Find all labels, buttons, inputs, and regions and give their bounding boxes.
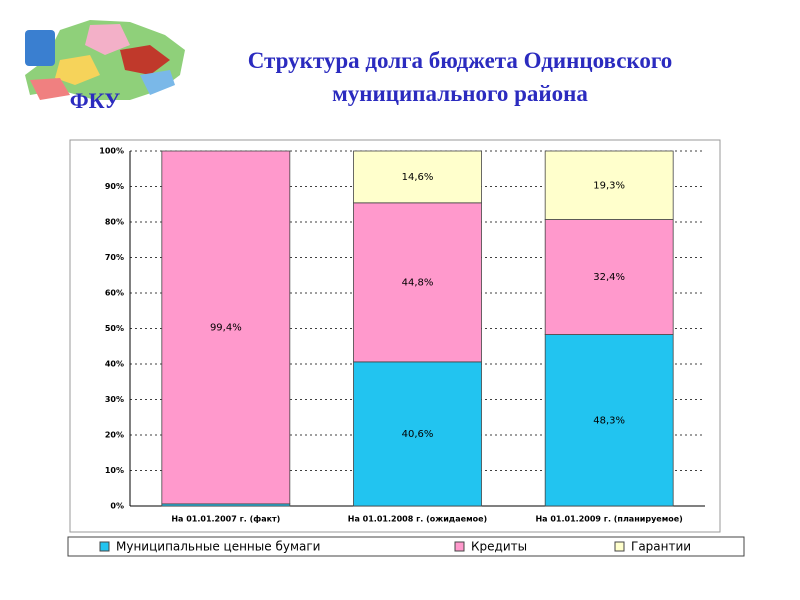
bar-segment (353, 202, 482, 363)
legend (67, 536, 745, 557)
data-label: 48,3% (593, 415, 625, 426)
bar-segment (544, 334, 674, 507)
x-tick-label: На 01.01.2009 г. (планируемое) (535, 515, 682, 524)
x-tick-label: На 01.01.2007 г. (факт) (171, 515, 280, 524)
legend-label: Гарантии (631, 540, 691, 554)
data-label: 14,6% (402, 172, 434, 183)
chart-frame (69, 139, 721, 533)
legend-label: Муниципальные ценные бумаги (116, 540, 320, 554)
y-tick-label: 100% (99, 147, 124, 156)
y-tick-label: 10% (105, 466, 124, 475)
bar-segment (544, 150, 674, 220)
y-tick-label: 30% (105, 395, 124, 404)
y-tick-label: 40% (105, 360, 124, 369)
y-tick-label: 50% (105, 324, 124, 333)
data-label: 44,8% (402, 277, 434, 288)
y-tick-label: 0% (110, 502, 124, 511)
y-tick-label: 90% (105, 182, 124, 191)
x-tick-label: На 01.01.2008 г. (ожидаемое) (348, 515, 487, 524)
bar-segment (353, 361, 482, 507)
bar-segment (544, 219, 674, 335)
y-tick-label: 80% (105, 218, 124, 227)
data-label: 99,4% (210, 322, 242, 333)
bar-segment (353, 150, 482, 204)
chart-title: Структура долга бюджета Одинцовского мун… (247, 48, 673, 106)
data-label: 32,4% (593, 272, 625, 283)
y-tick-label: 20% (105, 431, 124, 440)
data-label: 40,6% (402, 429, 434, 440)
logo: ФКУ (25, 20, 185, 113)
bar-segment (161, 150, 291, 505)
y-tick-label: 70% (105, 253, 124, 262)
legend-swatch (614, 541, 625, 552)
legend-label: Кредиты (471, 540, 527, 554)
legend-swatch (454, 541, 465, 552)
y-tick-label: 60% (105, 289, 124, 298)
logo-text: ФКУ (70, 88, 121, 113)
legend-swatch (99, 541, 110, 552)
data-label: 19,3% (593, 180, 625, 191)
